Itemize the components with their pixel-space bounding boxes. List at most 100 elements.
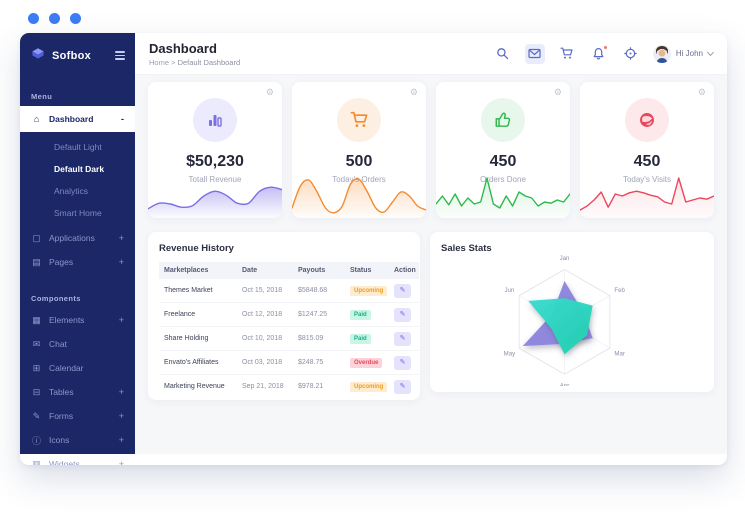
panel-title: Revenue History [159, 243, 234, 254]
cell-marketplace: Themes Market [159, 279, 237, 303]
sidebar: Sofbox Menu ⌂ Dashboard - Default Light D… [20, 33, 135, 465]
sidebar-item-tables[interactable]: ⊟ Tables + [32, 386, 124, 398]
pages-icon: ▤ [32, 256, 41, 267]
sidebar-item-icons[interactable]: ⓘ Icons + [31, 435, 124, 446]
sidebar-item-pages[interactable]: ▤ Pages + [32, 256, 124, 268]
sidebar-item-forms[interactable]: ✎ Forms + [32, 410, 124, 422]
cell-status: Paid [345, 326, 389, 351]
window-control-dot[interactable] [49, 13, 60, 24]
svg-text:Jan: Jan [560, 255, 570, 262]
sales-stats-panel: Sales Stats Jan Feb Mar Apr May Jun [430, 232, 714, 392]
visits-sparkline [580, 172, 714, 218]
stat-value: 450 [489, 153, 517, 170]
bell-icon[interactable] [589, 44, 609, 64]
orders-sparkline [292, 172, 426, 218]
compass-icon[interactable] [621, 44, 641, 64]
expand-toggle[interactable]: + [118, 459, 124, 465]
sofbox-logo-icon [30, 45, 46, 66]
sidebar-component-items: ▦ Elements + ✉ Chat ⊞ Calendar ⊟ Tables + ✎ Forms + ⓘ… [20, 308, 135, 466]
breadcrumb-current: Default Dashboard [177, 57, 241, 67]
stat-label: Orders Done [480, 175, 526, 184]
user-menu[interactable]: Hi John [652, 44, 715, 63]
elements-icon: ▦ [32, 314, 41, 325]
sidebar-item-dashboard[interactable]: ⌂ Dashboard - [20, 106, 135, 132]
app-window: Sofbox Menu ⌂ Dashboard - Default Light D… [20, 33, 727, 465]
column-header: Payouts [293, 262, 345, 279]
expand-toggle[interactable]: + [118, 411, 124, 421]
revenue-history-panel: Revenue History Marketplaces Date Payout… [148, 232, 420, 400]
edit-button[interactable]: ✎ [394, 331, 411, 346]
expand-toggle[interactable]: + [118, 257, 124, 267]
sidebar-collapse-icon[interactable] [115, 51, 125, 60]
orders-done-sparkline [436, 172, 570, 218]
notification-badge [602, 44, 608, 50]
window-control-dot[interactable] [70, 13, 81, 24]
edit-button[interactable]: ✎ [394, 307, 411, 322]
table-row: Marketing Revenue Sep 21, 2018 $978.21 Upco… [159, 375, 419, 399]
sidebar-subitem-default-light[interactable]: Default Light [54, 142, 102, 152]
edit-button[interactable]: ✎ [394, 283, 411, 298]
expand-toggle[interactable]: + [118, 387, 124, 397]
stat-label: Totall Revenue [188, 175, 242, 184]
sidebar-item-chat[interactable]: ✉ Chat [32, 338, 67, 350]
stat-value: 500 [345, 153, 373, 170]
app-logo-text: Sofbox [52, 49, 92, 62]
revenue-sparkline [148, 172, 282, 218]
card-settings-icon[interactable]: ⚙ [409, 87, 418, 97]
mail-icon[interactable] [524, 43, 545, 64]
expand-toggle[interactable]: + [118, 435, 124, 445]
home-icon: ⌂ [33, 114, 40, 124]
applications-icon: ▢ [32, 232, 41, 243]
svg-text:Apr: Apr [560, 382, 569, 386]
cell-payout: $1247.25 [293, 302, 345, 327]
thumbs-up-icon [481, 98, 525, 142]
tables-icon: ⊟ [32, 386, 41, 397]
user-greeting: Hi John [675, 49, 703, 58]
cell-status: Upcoming [345, 375, 389, 399]
cell-action: ✎ [389, 326, 419, 351]
chevron-down-icon [706, 48, 715, 57]
table-row: Freelance Oct 12, 2018 $1247.25 Paid ✎ [159, 302, 419, 327]
sidebar-subitem-analytics[interactable]: Analytics [54, 186, 89, 196]
window-control-dot[interactable] [28, 13, 39, 24]
sidebar-menu-items: ▢ Applications + ▤ Pages + [20, 226, 135, 274]
window-footer [135, 454, 727, 465]
panel-title: Sales Stats [441, 243, 492, 254]
status-badge: Upcoming [350, 285, 388, 296]
cell-action: ✎ [389, 350, 419, 375]
cell-payout: $978.21 [298, 383, 324, 390]
sidebar-item-widgets[interactable]: ▥ Widgets + [20, 452, 135, 466]
edit-button[interactable]: ✎ [394, 379, 411, 394]
status-badge: Upcoming [350, 381, 388, 392]
edit-button[interactable]: ✎ [394, 355, 411, 370]
stat-label: Today's Visits [622, 175, 672, 184]
stat-card-orders-done: ⚙ 450 Orders Done [436, 82, 570, 218]
expand-toggle[interactable]: + [118, 315, 124, 325]
card-settings-icon[interactable]: ⚙ [265, 87, 274, 97]
column-header: Marketplaces [159, 262, 237, 279]
search-icon[interactable] [493, 44, 513, 64]
sidebar-subitem-smart-home[interactable]: Smart Home [54, 208, 102, 218]
sidebar-item-calendar[interactable]: ⊞ Calendar [32, 362, 84, 374]
sidebar-section-menu: Menu [31, 92, 53, 101]
lower-panels-row: Revenue History Marketplaces Date Payout… [148, 232, 714, 400]
breadcrumb: Home > Default Dashboard [149, 57, 241, 67]
card-settings-icon[interactable]: ⚙ [553, 87, 562, 97]
cart-icon[interactable] [557, 44, 577, 64]
sidebar-item-applications[interactable]: ▢ Applications + [32, 232, 124, 244]
cell-marketplace: Share Holding [159, 326, 237, 351]
sidebar-item-elements[interactable]: ▦ Elements + [32, 314, 124, 326]
card-settings-icon[interactable]: ⚙ [697, 87, 706, 97]
revenue-history-table: Marketplaces Date Payouts Status Action … [159, 262, 419, 398]
cell-date: Oct 10, 2018 [237, 326, 293, 351]
breadcrumb-home[interactable]: Home [149, 57, 170, 67]
cell-marketplace: Envato's Affiliates [159, 350, 237, 375]
column-header: Action [389, 262, 419, 279]
logo-row: Sofbox [20, 33, 135, 72]
cell-date: Oct 15, 2018 [237, 279, 293, 303]
sidebar-subitem-default-dark[interactable]: Default Dark [54, 164, 105, 174]
collapse-toggle[interactable]: - [121, 114, 124, 124]
cell-date: Oct 12, 2018 [237, 302, 293, 327]
chat-icon: ✉ [32, 338, 41, 349]
expand-toggle[interactable]: + [118, 233, 124, 243]
